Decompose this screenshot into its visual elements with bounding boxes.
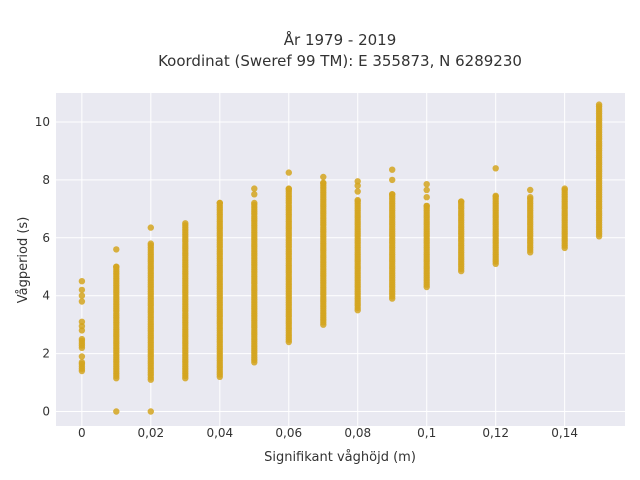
x-axis-label: Signifikant våghöjd (m): [264, 450, 416, 465]
data-point: [251, 191, 258, 198]
x-tick-label: 0,08: [344, 426, 371, 440]
data-point: [78, 353, 86, 360]
data-point: [78, 318, 86, 325]
data-point: [561, 185, 568, 192]
data-point: [113, 263, 120, 270]
x-tick-labels: 0 0,02 0,04 0,06 0,08 0,1 0,12 0,14: [78, 426, 578, 440]
data-point: [78, 335, 86, 343]
data-point: [78, 286, 86, 294]
data-point: [251, 185, 258, 192]
data-point: [492, 192, 499, 199]
data-point: [527, 194, 534, 201]
data-point: [423, 202, 430, 210]
x-tick-label: 0,06: [275, 426, 302, 440]
data-point: [389, 176, 396, 184]
y-tick-label: 0: [42, 405, 50, 419]
y-tick-label: 6: [42, 231, 50, 245]
data-point: [458, 198, 465, 205]
data-point: [354, 182, 361, 189]
x-tick-label: 0,02: [137, 426, 164, 440]
data-point: [113, 246, 120, 253]
chart-title-line2: Koordinat (Sweref 99 TM): E 355873, N 62…: [158, 52, 522, 70]
data-point: [78, 278, 86, 285]
data-point: [354, 188, 361, 195]
data-points: [78, 101, 603, 415]
data-point: [285, 185, 292, 192]
data-point: [354, 178, 361, 185]
data-point: [216, 199, 223, 207]
data-point: [182, 220, 189, 227]
data-point: [423, 186, 430, 194]
x-tick-label: 0,1: [417, 426, 436, 440]
data-point: [78, 298, 86, 305]
data-point: [147, 224, 154, 231]
data-point: [389, 166, 396, 173]
data-point: [147, 240, 154, 247]
y-tick-label: 2: [42, 347, 50, 361]
x-tick-label: 0: [78, 426, 86, 440]
data-point: [389, 191, 396, 198]
data-point: [285, 169, 292, 176]
data-point: [595, 101, 603, 108]
data-point: [423, 181, 430, 188]
y-tick-labels: 0 2 4 6 8 10: [35, 115, 50, 419]
data-point: [113, 408, 120, 415]
x-tick-label: 0,04: [206, 426, 233, 440]
data-point: [147, 408, 154, 415]
chart-title-line1: År 1979 - 2019: [284, 30, 397, 49]
data-point: [492, 165, 499, 172]
data-point: [320, 173, 327, 181]
data-point: [354, 196, 361, 204]
x-tick-label: 0,14: [551, 426, 578, 440]
y-axis-label: Vågperiod (s): [16, 217, 31, 304]
y-tick-label: 10: [35, 115, 50, 129]
data-point: [78, 292, 86, 299]
data-point: [78, 359, 86, 366]
y-tick-label: 8: [42, 173, 50, 187]
data-point: [423, 194, 430, 201]
data-point: [527, 186, 534, 194]
x-tick-label: 0,12: [482, 426, 509, 440]
data-point: [320, 179, 327, 186]
y-tick-label: 4: [42, 289, 50, 303]
plot-area: [56, 93, 625, 426]
data-point: [251, 199, 258, 207]
